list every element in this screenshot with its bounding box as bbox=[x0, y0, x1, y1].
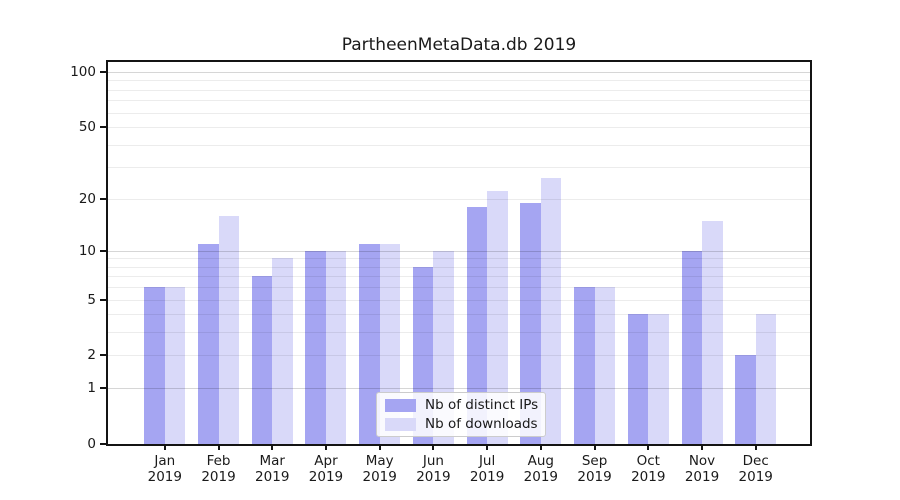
y-tick-mark-1 bbox=[100, 387, 107, 390]
x-tick-mark-apr bbox=[324, 444, 327, 450]
gridline-y-9 bbox=[108, 258, 810, 260]
bar-feb-downloads bbox=[218, 215, 240, 444]
gridline-y-3 bbox=[108, 332, 810, 334]
x-tick-label-jan: Jan 2019 bbox=[147, 453, 182, 485]
x-tick-label-sep: Sep 2019 bbox=[577, 453, 612, 485]
bar-feb-distinct-ips bbox=[198, 243, 219, 444]
plot-area bbox=[108, 62, 810, 444]
bar-mar-downloads bbox=[272, 258, 293, 444]
gridline-y-2 bbox=[108, 355, 810, 357]
x-tick-mark-nov bbox=[701, 444, 703, 450]
y-tick-label-0: 0 bbox=[87, 436, 96, 452]
x-tick-mark-mar bbox=[271, 444, 274, 450]
legend: Nb of distinct IPs Nb of downloads bbox=[376, 392, 546, 437]
bar-sep-downloads bbox=[594, 287, 616, 444]
x-tick-mark-may bbox=[378, 444, 381, 450]
gridline-y-20 bbox=[108, 198, 810, 200]
x-tick-mark-dec bbox=[754, 444, 757, 450]
y-tick-label-5: 5 bbox=[87, 291, 96, 308]
y-tick-mark-50 bbox=[100, 126, 107, 129]
gridline-y-70 bbox=[108, 100, 810, 102]
x-tick-mark-jun bbox=[432, 444, 435, 450]
y-tick-mark-5 bbox=[100, 298, 107, 301]
gridline-y-6 bbox=[108, 287, 810, 289]
y-tick-mark-100 bbox=[100, 71, 107, 73]
x-tick-mark-sep bbox=[593, 444, 596, 450]
gridline-y-10 bbox=[108, 250, 810, 252]
x-tick-mark-aug bbox=[539, 444, 542, 450]
legend-swatch-distinct-ips bbox=[385, 398, 416, 412]
bar-jan-distinct-ips bbox=[144, 287, 165, 444]
x-tick-mark-jan bbox=[163, 444, 166, 450]
x-tick-label-nov: Nov 2019 bbox=[684, 453, 720, 485]
legend-swatch-downloads bbox=[385, 417, 416, 431]
legend-label-distinct-ips: Nb of distinct IPs bbox=[425, 397, 539, 413]
x-tick-label-mar: Mar 2019 bbox=[255, 453, 290, 485]
bar-apr-downloads bbox=[325, 250, 347, 444]
y-tick-label-1: 1 bbox=[87, 380, 96, 397]
bar-nov-distinct-ips bbox=[681, 250, 702, 444]
y-tick-label-2: 2 bbox=[87, 347, 96, 364]
bar-nov-downloads bbox=[702, 220, 723, 444]
bar-aug-downloads bbox=[540, 178, 562, 444]
gridline-y-90 bbox=[108, 80, 810, 82]
y-tick-label-20: 20 bbox=[78, 190, 96, 207]
gridline-y-60 bbox=[108, 112, 810, 114]
x-tick-label-apr: Apr 2019 bbox=[308, 453, 344, 485]
legend-item-downloads: Nb of downloads bbox=[385, 416, 538, 432]
bar-sep-distinct-ips bbox=[574, 287, 595, 444]
gridline-y-1 bbox=[108, 388, 810, 390]
gridline-y-5 bbox=[108, 299, 810, 301]
x-tick-label-feb: Feb 2019 bbox=[201, 453, 236, 485]
gridline-y-80 bbox=[108, 89, 810, 91]
gridline-y-8 bbox=[108, 266, 810, 268]
x-tick-label-jul: Jul 2019 bbox=[469, 453, 505, 485]
x-tick-label-jun: Jun 2019 bbox=[416, 453, 451, 485]
bar-aug-distinct-ips bbox=[520, 202, 541, 444]
y-tick-mark-10 bbox=[100, 249, 107, 252]
gridline-y-40 bbox=[108, 144, 810, 146]
x-tick-label-may: May 2019 bbox=[362, 453, 397, 485]
gridline-y-50 bbox=[108, 127, 810, 129]
gridline-y-30 bbox=[108, 167, 810, 169]
bar-apr-distinct-ips bbox=[305, 250, 326, 444]
bar-jan-downloads bbox=[164, 287, 186, 444]
x-tick-label-aug: Aug 2019 bbox=[523, 453, 558, 485]
chart-title: PartheenMetaData.db 2019 bbox=[341, 35, 577, 55]
x-tick-mark-feb bbox=[217, 444, 220, 450]
y-tick-label-100: 100 bbox=[70, 64, 96, 80]
x-tick-mark-jul bbox=[486, 444, 489, 450]
x-tick-label-dec: Dec 2019 bbox=[738, 453, 773, 485]
legend-label-downloads: Nb of downloads bbox=[425, 416, 538, 432]
bar-oct-downloads bbox=[648, 314, 669, 444]
bar-mar-distinct-ips bbox=[251, 276, 273, 444]
y-tick-mark-20 bbox=[100, 197, 107, 200]
bar-jul-downloads bbox=[487, 191, 508, 444]
legend-item-distinct-ips: Nb of distinct IPs bbox=[385, 397, 539, 413]
y-tick-label-50: 50 bbox=[78, 119, 96, 136]
bar-jul-distinct-ips bbox=[466, 206, 488, 444]
bar-dec-downloads bbox=[755, 314, 777, 444]
bar-dec-distinct-ips bbox=[735, 355, 756, 444]
gridline-y-7 bbox=[108, 276, 810, 278]
x-tick-label-oct: Oct 2019 bbox=[631, 453, 666, 485]
y-tick-mark-0 bbox=[100, 443, 107, 445]
gridline-y-100 bbox=[108, 72, 810, 73]
y-tick-mark-2 bbox=[100, 354, 107, 357]
bar-may-distinct-ips bbox=[359, 243, 380, 444]
bar-oct-distinct-ips bbox=[627, 314, 649, 444]
gridline-y-4 bbox=[108, 314, 810, 316]
y-tick-label-10: 10 bbox=[78, 242, 96, 259]
x-tick-mark-oct bbox=[647, 444, 650, 450]
